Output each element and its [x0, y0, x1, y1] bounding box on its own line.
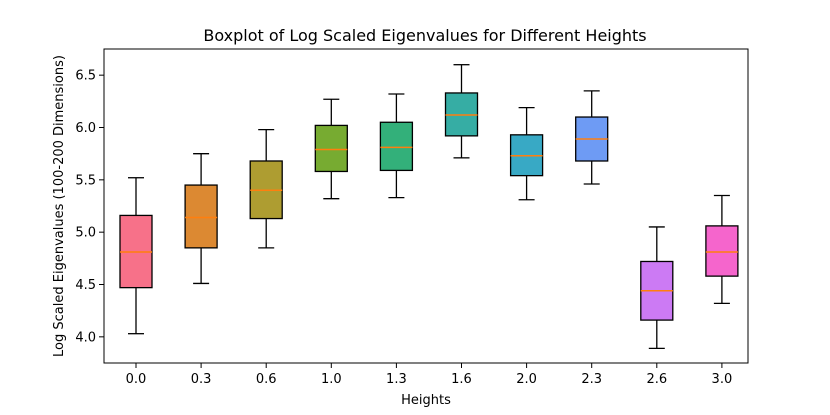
- x-tick-label: 2.6: [646, 372, 667, 387]
- box-1.3: [379, 121, 414, 172]
- box-1.0: [314, 124, 348, 173]
- x-tick-label: 1.3: [386, 372, 407, 387]
- x-axis-label: Heights: [401, 393, 451, 408]
- y-tick-label: 4.5: [75, 278, 96, 293]
- y-tick-label: 6.5: [75, 69, 96, 84]
- plot-frame: [103, 48, 749, 364]
- x-tick-label: 0.3: [191, 372, 212, 387]
- y-tick-label: 4.0: [75, 330, 96, 345]
- box-0.3: [184, 184, 218, 249]
- x-tick-label: 1.0: [321, 372, 342, 387]
- x-tick-label: 3.0: [712, 372, 733, 387]
- x-tick-label: 2.3: [581, 372, 602, 387]
- chart-title: Boxplot of Log Scaled Eigenvalues for Di…: [203, 26, 646, 45]
- plot-area: 4.0 4.5 5.0 5.5 6.0 6.5 0.0 0.3 0.6 1.0 1.3 1.6 2.0 2…: [75, 64, 739, 387]
- x-tick-label: 0.6: [256, 372, 277, 387]
- x-tick-label: 2.0: [516, 372, 537, 387]
- box-3.0: [705, 225, 739, 277]
- y-tick-label: 6.0: [75, 121, 96, 136]
- x-tick-label: 0.0: [126, 372, 147, 387]
- y-tick-label: 5.5: [75, 173, 96, 188]
- x-tick-label: 1.6: [451, 372, 472, 387]
- y-axis-label: Log Scaled Eigenvalues (100-200 Dimensio…: [52, 55, 67, 357]
- y-tick-label: 5.0: [75, 226, 96, 241]
